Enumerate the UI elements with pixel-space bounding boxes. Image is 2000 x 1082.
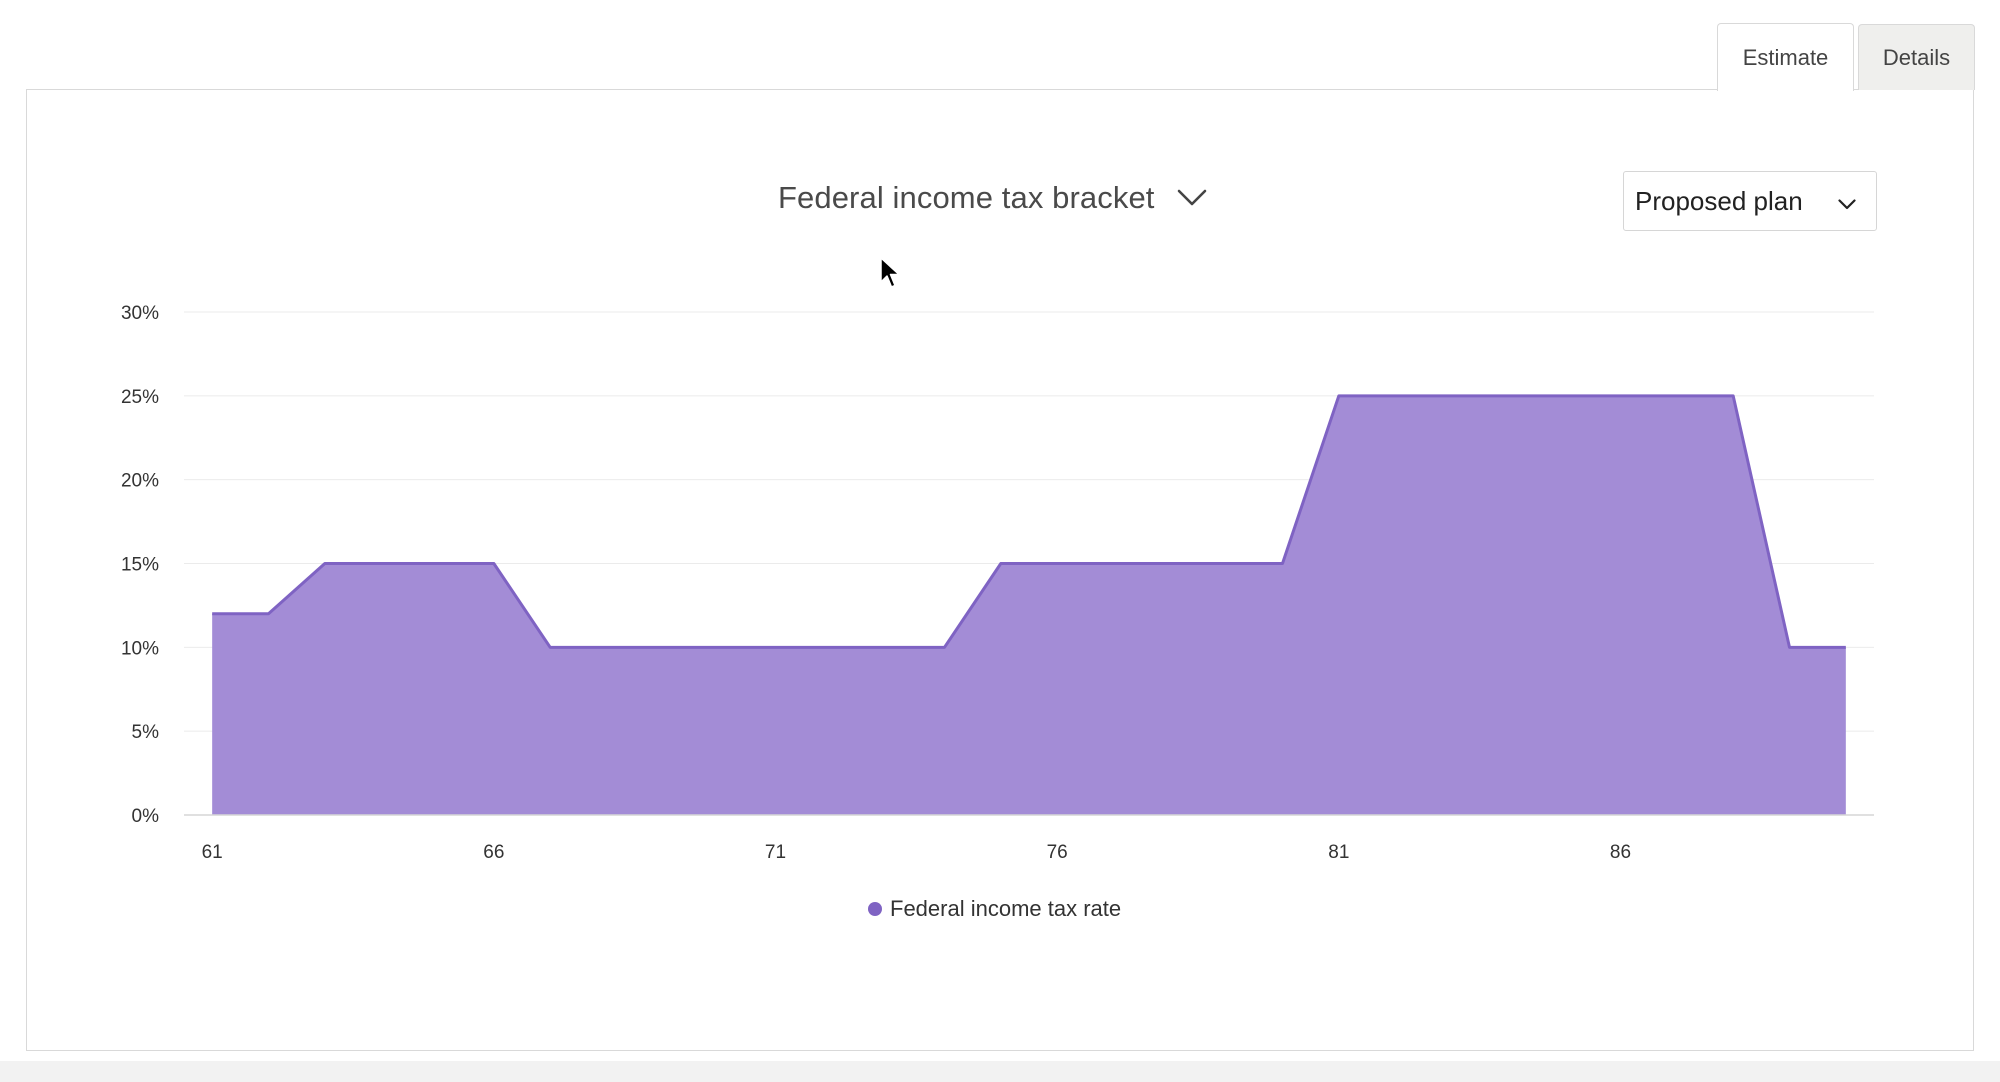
series-line [212, 394, 1846, 649]
chevron-down-icon [1838, 186, 1856, 217]
chevron-down-icon [1177, 189, 1207, 207]
x-tick-label: 76 [1047, 842, 1068, 863]
y-tick-label: 30% [121, 303, 159, 324]
y-tick-label: 0% [132, 806, 160, 827]
x-tick-label: 81 [1328, 842, 1349, 863]
mouse-pointer-icon [880, 257, 900, 288]
legend-label: Federal income tax rate [890, 896, 1122, 921]
tab-details[interactable]: Details [1858, 24, 1975, 90]
series-area [212, 395, 1846, 815]
y-tick-label: 5% [132, 722, 160, 743]
tab-estimate[interactable]: Estimate [1717, 23, 1854, 91]
y-tick-label: 15% [121, 555, 159, 576]
x-tick-label: 71 [765, 842, 786, 863]
metric-selector[interactable]: Federal income tax bracket [778, 180, 1207, 216]
x-tick-label: 86 [1610, 842, 1631, 863]
chart-legend: Federal income tax rate [868, 896, 1121, 922]
metric-selector-label: Federal income tax bracket [778, 180, 1155, 215]
plan-select-value: Proposed plan [1635, 185, 1803, 216]
view-tabs: Estimate Details [1717, 23, 1975, 91]
legend-swatch [868, 902, 882, 916]
y-tick-label: 25% [121, 387, 159, 408]
x-tick-label: 66 [483, 842, 504, 863]
x-tick-label: 61 [202, 842, 223, 863]
footer-band [0, 1061, 2000, 1082]
y-tick-label: 10% [121, 638, 159, 659]
plan-select[interactable]: Proposed plan [1623, 171, 1877, 231]
y-tick-label: 20% [121, 471, 159, 492]
